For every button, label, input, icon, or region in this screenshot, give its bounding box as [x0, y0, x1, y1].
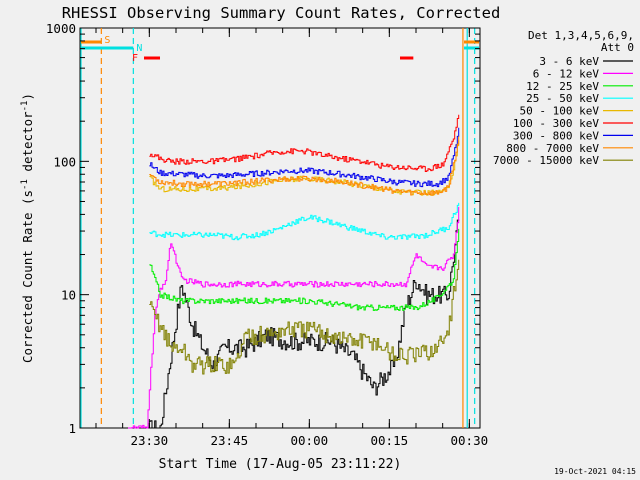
chart-title: RHESSI Observing Summary Count Rates, Co… — [62, 4, 501, 22]
legend-header-line: Att 0 — [601, 41, 634, 54]
legend-entry-label: 50 - 100 keV — [520, 105, 600, 118]
legend-entry-label: 25 - 50 keV — [526, 92, 599, 105]
y-axis-label-mid: detector — [20, 111, 35, 179]
series-line-5 — [149, 114, 460, 172]
series-lines — [128, 114, 460, 429]
series-line-8 — [149, 259, 460, 375]
series-line-3 — [149, 202, 460, 241]
legend-entry-label: 12 - 25 keV — [526, 80, 599, 93]
y-tick-label: 1000 — [46, 21, 76, 36]
x-tick-label: 00:00 — [291, 433, 329, 448]
y-axis-label-exp2: -1 — [20, 101, 30, 112]
x-axis-label: Start Time (17-Aug-05 23:11:22) — [159, 457, 402, 472]
saa-label: S — [104, 35, 110, 46]
y-axis-label-exp1: -1 — [20, 179, 30, 190]
y-tick-label: 100 — [53, 154, 76, 169]
series-line-7 — [149, 136, 460, 196]
legend-entry-label: 300 - 800 keV — [513, 129, 599, 142]
x-tick-label: 23:45 — [211, 433, 249, 448]
legend-entry-label: 800 - 7000 keV — [506, 142, 599, 155]
series-line-1 — [128, 206, 460, 429]
y-tick-label: 1 — [68, 421, 76, 436]
y-axis-label-end: ) — [20, 93, 35, 101]
legend-header-line: Det 1,3,4,5,6,9, — [528, 29, 634, 42]
time-interval-markers: S NF — [80, 28, 479, 428]
legend-entry-label: 7000 - 15000 keV — [493, 154, 599, 167]
series-line-4 — [149, 140, 460, 196]
x-tick-label: 23:30 — [131, 433, 169, 448]
y-axis-label-main: Corrected Count Rate (s — [20, 190, 35, 363]
x-tick-label: 00:30 — [451, 433, 489, 448]
flare-label: F — [132, 53, 138, 64]
plot-frame — [79, 27, 481, 429]
legend-entry-label: 6 - 12 keV — [533, 67, 600, 80]
legend-entry-label: 100 - 300 keV — [513, 117, 599, 130]
series-line-2 — [149, 228, 460, 311]
night-label: N — [136, 43, 142, 54]
axes: 1 10 100 1000 23:30 23:45 00:00 00:15 00:30 — [46, 21, 488, 448]
legend-entry-label: 3 - 6 keV — [539, 55, 599, 68]
y-axis-label: Corrected Count Rate (s-1 detector-1) — [20, 93, 35, 363]
x-tick-label: 00:15 — [371, 433, 409, 448]
y-tick-label: 10 — [61, 288, 76, 303]
footer-timestamp: 19-Oct-2021 04:15 — [554, 467, 636, 476]
series-line-6 — [149, 127, 460, 188]
